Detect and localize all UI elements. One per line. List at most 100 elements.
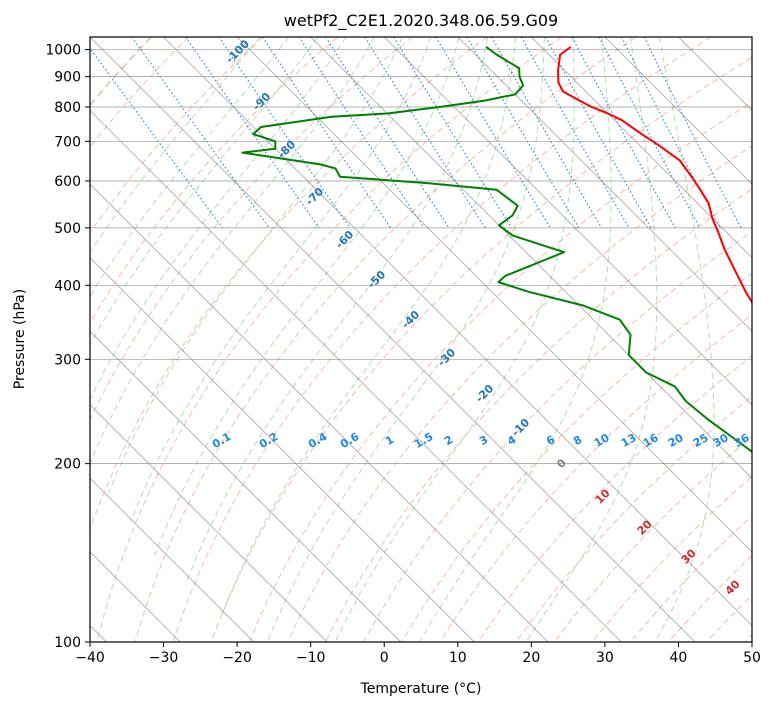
mixing-ratio-label: 0.1 bbox=[210, 430, 233, 451]
y-tick-label: 600 bbox=[54, 174, 81, 190]
y-axis-title: Pressure (hPa) bbox=[12, 289, 28, 389]
mixing-ratio-line bbox=[393, 37, 513, 229]
x-axis-ticks: −40 −30 −20 −10 0 10 20 30 40 50 bbox=[75, 642, 761, 666]
dry-adiabats bbox=[90, 37, 752, 642]
profile-series bbox=[241, 46, 752, 454]
mixing-ratio-line bbox=[545, 37, 652, 229]
dry-adiabat-label: 20 bbox=[635, 517, 655, 537]
mixing-ratio-label: 0.6 bbox=[338, 430, 362, 451]
mixing-ratio-line bbox=[520, 37, 630, 229]
moist-adiabat-line bbox=[90, 37, 261, 254]
temperature-line bbox=[556, 46, 752, 305]
moist-adiabat-line bbox=[266, 37, 545, 642]
mixing-ratio-label: 1.5 bbox=[412, 430, 435, 451]
isotherm-label: -90 bbox=[250, 90, 273, 113]
isotherm-line bbox=[383, 37, 752, 406]
isotherm-label: -70 bbox=[303, 185, 326, 208]
mixing-ratio-label: 20 bbox=[666, 431, 686, 450]
y-tick-label: 1000 bbox=[45, 43, 81, 59]
mixing-ratio-line bbox=[185, 37, 320, 229]
mixing-ratio-line bbox=[90, 47, 223, 229]
x-tick-label: 10 bbox=[449, 650, 467, 666]
x-axis-title: Temperature (°C) bbox=[360, 681, 482, 697]
mixing-ratio-label: 1 bbox=[383, 433, 396, 448]
moist-adiabat-line bbox=[654, 37, 715, 642]
y-tick-label: 200 bbox=[54, 457, 81, 473]
moist-adiabat-line bbox=[90, 37, 375, 465]
mixing-ratio-line bbox=[262, 37, 391, 229]
dry-adiabat-line bbox=[90, 37, 339, 324]
moist-adiabat-line bbox=[90, 37, 347, 401]
mixing-ratio-label: 0.2 bbox=[257, 430, 280, 451]
mixing-ratio-line bbox=[598, 37, 701, 229]
y-tick-label: 100 bbox=[54, 635, 81, 651]
dry-adiabat-label: 10 bbox=[593, 486, 613, 506]
moist-adiabat-line bbox=[90, 37, 290, 298]
dry-adiabat-line bbox=[96, 37, 562, 642]
moist-adiabat-line bbox=[220, 37, 517, 618]
y-tick-label: 500 bbox=[54, 221, 81, 237]
moist-adiabat-line bbox=[90, 37, 318, 346]
mixing-ratio-line bbox=[325, 37, 450, 229]
y-tick-label: 700 bbox=[54, 134, 81, 150]
isotherms bbox=[90, 37, 752, 642]
mixing-ratio-label: 16 bbox=[641, 431, 661, 450]
dry-adiabat-line bbox=[172, 37, 712, 642]
x-tick-label: −30 bbox=[149, 650, 179, 666]
dry-adiabat-line bbox=[90, 37, 413, 421]
moist-adiabat-line bbox=[525, 37, 658, 642]
moist-adiabat-line bbox=[106, 37, 404, 499]
isotherm-line bbox=[531, 37, 752, 259]
dry-adiabat-label: 30 bbox=[679, 546, 699, 566]
isotherm-line bbox=[90, 257, 475, 642]
x-tick-label: −40 bbox=[75, 650, 105, 666]
dry-adiabat-label: 40 bbox=[723, 577, 743, 597]
y-tick-label: 900 bbox=[54, 70, 81, 86]
isotherm-line bbox=[90, 110, 622, 642]
isotherm-label: -60 bbox=[333, 228, 356, 251]
moist-adiabat-line bbox=[185, 37, 488, 585]
dry-adiabat-line bbox=[210, 56, 752, 642]
isotherm-line bbox=[90, 183, 549, 642]
dry-adiabat-line bbox=[629, 515, 752, 642]
mixing-ratio-label: 2 bbox=[442, 433, 455, 448]
mixing-ratio-label: 0.4 bbox=[306, 430, 330, 451]
isotherm-line bbox=[457, 37, 752, 332]
isotherm-line bbox=[90, 37, 696, 642]
isotherm-label: -30 bbox=[435, 346, 458, 369]
y-tick-label: 400 bbox=[54, 278, 81, 294]
x-tick-label: −10 bbox=[296, 650, 326, 666]
mixing-ratio-label: 10 bbox=[592, 431, 612, 450]
isotherm-label: -20 bbox=[473, 382, 496, 405]
mixing-ratio-line bbox=[466, 37, 580, 229]
moist-adiabats bbox=[90, 37, 715, 642]
inline-labels: -100-90-80-70-60-50-40-30-20-100.1 0.2 0.4… bbox=[210, 37, 752, 598]
dry-adiabat-line bbox=[706, 594, 752, 642]
isotherm-line bbox=[90, 404, 328, 642]
x-tick-label: 50 bbox=[743, 650, 761, 666]
mixing-ratio-lines bbox=[90, 37, 742, 229]
isotherm-label: -40 bbox=[399, 308, 422, 331]
mixing-ratio-label: 6 bbox=[544, 433, 557, 448]
chart-title: wetPf2_C2E1.2020.348.06.59.G09 bbox=[284, 11, 558, 31]
plot-frame bbox=[89, 36, 753, 643]
pressure-gridlines bbox=[90, 49, 752, 642]
mixing-ratio-label: 8 bbox=[571, 433, 584, 448]
isotherm-line bbox=[163, 37, 752, 626]
dry-adiabat-line bbox=[90, 37, 488, 531]
isotherm-line bbox=[310, 37, 752, 479]
x-tick-label: 40 bbox=[670, 650, 688, 666]
isotherm-line bbox=[236, 37, 752, 553]
mixing-ratio-label: 36 bbox=[732, 431, 752, 450]
isotherm-line bbox=[751, 37, 752, 38]
mixing-ratio-line bbox=[643, 37, 742, 229]
x-tick-label: −20 bbox=[222, 650, 252, 666]
y-axis-ticks: 1000 900 800 700 600 500 400 300 200 100 bbox=[45, 43, 90, 651]
mixing-ratio-line bbox=[571, 37, 676, 229]
y-tick-label: 800 bbox=[54, 100, 81, 116]
dewpoint-line bbox=[241, 46, 752, 454]
dry-adiabat-line bbox=[477, 355, 752, 642]
isotherm-line bbox=[90, 477, 254, 642]
dry-adiabat-line bbox=[553, 435, 752, 642]
